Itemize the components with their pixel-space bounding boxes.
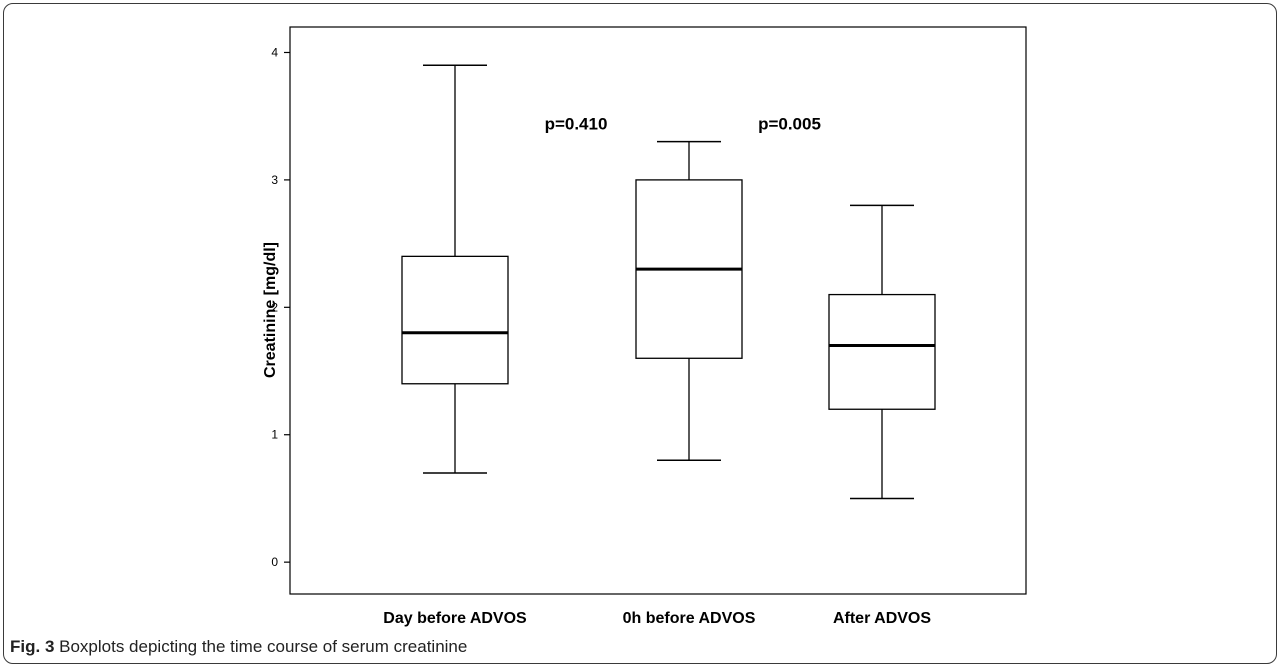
y-tick-label-1: 1 [271, 428, 278, 442]
x-tick-label-1: 0h before ADVOS [623, 610, 756, 627]
boxes-group [401, 64, 936, 500]
y-tick-label-4: 4 [271, 45, 278, 59]
p-value-annotation-0: p=0.410 [545, 115, 608, 134]
y-tick-label-2: 2 [271, 300, 278, 314]
caption-text: Boxplots depicting the time course of se… [54, 637, 468, 656]
caption-label: Fig. 3 [10, 637, 55, 656]
y-axis: 0 1 2 3 4 [271, 45, 290, 569]
y-axis-label: Creatinine [mg/dl] [262, 242, 279, 378]
p-value-annotation-1: p=0.005 [758, 115, 821, 134]
x-tick-label-2: After ADVOS [833, 610, 931, 627]
box-0 [401, 64, 509, 474]
y-tick-label-0: 0 [271, 555, 278, 569]
y-tick-label-3: 3 [271, 173, 278, 187]
iqr-box [401, 255, 509, 385]
box-1 [635, 140, 743, 461]
plot-area [289, 26, 1027, 595]
annotations-group: p=0.410 p=0.005 [545, 115, 821, 134]
iqr-box [828, 293, 936, 410]
x-axis-labels: Day before ADVOS 0h before ADVOS After ADV… [383, 610, 931, 627]
figure-frame [3, 3, 1277, 664]
x-tick-label-0: Day before ADVOS [383, 610, 527, 627]
box-2 [828, 204, 936, 500]
figure-caption: Fig. 3 Boxplots depicting the time cours… [10, 637, 467, 657]
